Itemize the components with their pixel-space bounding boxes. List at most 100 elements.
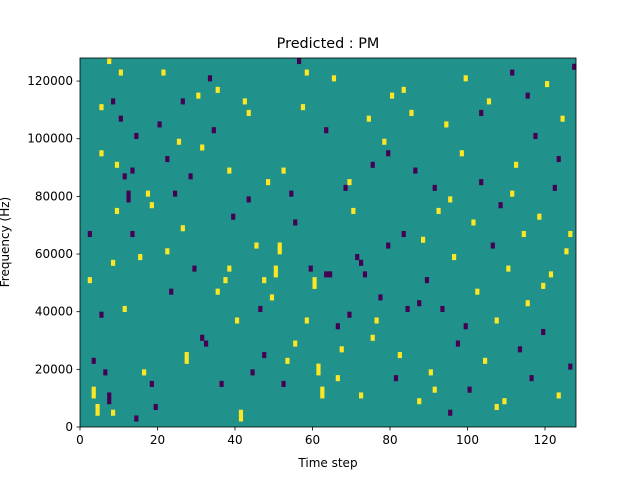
heatmap-cell-negative <box>130 167 135 174</box>
heatmap-cell-negative <box>370 161 375 168</box>
heatmap-cell-positive <box>525 300 530 307</box>
y-tick-label: 60000 <box>35 247 73 261</box>
heatmap-cell-positive <box>277 242 282 249</box>
heatmap-cell-negative <box>219 380 224 387</box>
heatmap-cell-positive <box>118 69 123 76</box>
heatmap-cell-positive <box>475 288 480 295</box>
heatmap-cell-positive <box>165 248 170 255</box>
heatmap-cell-negative <box>413 167 418 174</box>
heatmap-cell-positive <box>347 179 352 186</box>
heatmap-cell-negative <box>281 380 286 387</box>
heatmap-cell-negative <box>173 190 178 197</box>
heatmap-cell-positive <box>359 392 364 399</box>
heatmap-cell-negative <box>111 98 116 105</box>
heatmap-cell-negative <box>378 294 383 301</box>
y-tick-label: 80000 <box>35 189 73 203</box>
heatmap-cell-negative <box>417 300 422 307</box>
heatmap-cell-positive <box>215 288 220 295</box>
heatmap-cell-negative <box>211 127 216 134</box>
heatmap-cell-positive <box>262 277 267 284</box>
heatmap-cell-negative <box>262 352 267 359</box>
heatmap-cell-positive <box>161 69 166 76</box>
heatmap-cell-negative <box>572 63 577 70</box>
heatmap-cell-positive <box>235 317 240 324</box>
heatmap-cell-positive <box>316 363 321 370</box>
heatmap-cell-positive <box>95 409 100 416</box>
heatmap-cell-positive <box>502 398 507 405</box>
heatmap-cell-positive <box>374 317 379 324</box>
heatmap-cell-negative <box>169 288 174 295</box>
heatmap-cell-positive <box>142 369 147 376</box>
heatmap-cell-positive <box>95 403 100 411</box>
heatmap-cell-negative <box>448 409 453 416</box>
x-tick-label: 120 <box>534 433 557 447</box>
heatmap-cells <box>87 58 577 422</box>
heatmap-cell-negative <box>335 323 340 330</box>
heatmap-cell-positive <box>541 282 546 289</box>
heatmap-cell-negative <box>510 69 515 76</box>
heatmap-cell-negative <box>568 363 573 370</box>
heatmap-cell-positive <box>266 179 271 186</box>
y-tick-label: 120000 <box>27 74 73 88</box>
heatmap-cell-negative <box>455 340 461 347</box>
heatmap-cell-positive <box>351 207 356 214</box>
heatmap-cell-negative <box>308 265 313 272</box>
heatmap-cell-negative <box>541 328 546 336</box>
heatmap-cell-positive <box>277 248 282 255</box>
heatmap-cell-negative <box>393 375 399 382</box>
heatmap-cell-positive <box>273 265 278 272</box>
x-tick-label: 40 <box>227 433 242 447</box>
heatmap-cell-positive <box>471 219 476 226</box>
heatmap-cell-negative <box>289 190 294 197</box>
heatmap-cell-negative <box>324 127 329 134</box>
heatmap-cell-positive <box>459 150 464 157</box>
heatmap-cell-negative <box>355 254 360 261</box>
heatmap-cell-positive <box>494 403 499 411</box>
heatmap-cell-positive <box>114 207 120 214</box>
heatmap-cell-negative <box>126 196 131 203</box>
heatmap-cell-positive <box>370 334 375 341</box>
heatmap-cell-positive <box>401 86 406 93</box>
y-tick-label: 40000 <box>35 305 73 319</box>
heatmap-cell-negative <box>529 375 534 382</box>
heatmap-cell-negative <box>180 98 185 105</box>
heatmap-cell-positive <box>293 340 298 347</box>
heatmap-cell-positive <box>285 357 290 364</box>
heatmap-cell-positive <box>521 230 526 238</box>
heatmap-cell-negative <box>328 271 333 278</box>
heatmap-cell-negative <box>157 121 162 128</box>
heatmap-cell-negative <box>126 190 131 197</box>
heatmap-cell-positive <box>200 144 205 151</box>
heatmap-cell-positive <box>215 86 220 93</box>
heatmap-cell-positive <box>320 386 325 393</box>
heatmap-cell-positive <box>138 254 143 261</box>
heatmap-cell-positive <box>300 104 306 111</box>
heatmap-cell-positive <box>397 352 402 359</box>
heatmap-cell-positive <box>107 58 112 65</box>
heatmap-cell-positive <box>510 190 515 197</box>
heatmap-cell-negative <box>200 334 205 341</box>
heatmap-cell-positive <box>281 167 286 174</box>
heatmap-cell-positive <box>111 259 116 266</box>
heatmap-cell-negative <box>91 357 96 364</box>
heatmap-cell-negative <box>405 305 410 312</box>
heatmap-cell-positive <box>436 207 441 214</box>
heatmap-cell-negative <box>401 230 406 238</box>
heatmap-cell-positive <box>149 202 154 209</box>
heatmap-cell-positive <box>335 375 340 382</box>
heatmap-cell-positive <box>494 317 499 324</box>
heatmap-cell-positive <box>568 230 573 238</box>
heatmap-cell-positive <box>514 161 519 168</box>
heatmap-cell-negative <box>467 386 472 393</box>
heatmap-cell-positive <box>145 190 151 197</box>
heatmap-cell-positive <box>304 69 309 76</box>
heatmap-cell-positive <box>556 392 561 399</box>
heatmap-cell-positive <box>506 265 511 272</box>
heatmap-cell-positive <box>448 196 453 203</box>
heatmap-cell-positive <box>99 150 104 157</box>
heatmap-cell-positive <box>184 357 189 364</box>
heatmap-cell-positive <box>486 98 492 105</box>
heatmap-cell-positive <box>421 236 426 243</box>
heatmap-cell-negative <box>533 132 538 140</box>
heatmap-cell-negative <box>556 156 561 163</box>
